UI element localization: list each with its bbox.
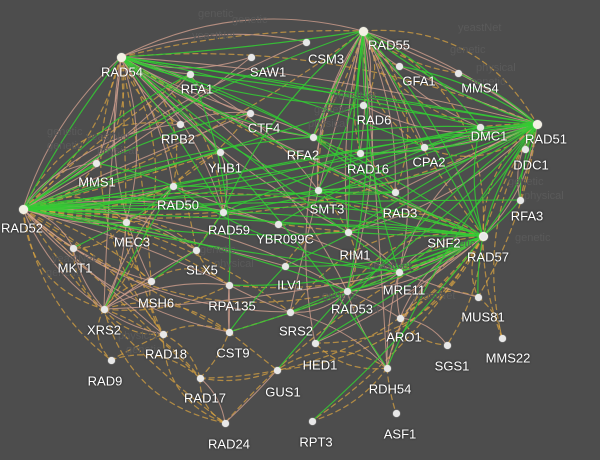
graph-node-yhb1[interactable]	[216, 148, 224, 156]
graph-node-rad52[interactable]	[18, 204, 28, 214]
graph-node-hed1[interactable]	[311, 339, 319, 347]
graph-node-rad50[interactable]	[169, 182, 177, 190]
graph-node-rad57[interactable]	[479, 232, 487, 240]
graph-node-dmc1[interactable]	[476, 123, 484, 131]
graph-node-sgs1[interactable]	[443, 341, 451, 349]
graph-node-mec3[interactable]	[122, 218, 130, 226]
graph-node-ddc1[interactable]	[521, 145, 529, 153]
graph-node-cpa2[interactable]	[420, 143, 428, 151]
graph-node-rpt3[interactable]	[308, 417, 316, 425]
graph-node-rad9[interactable]	[107, 356, 115, 364]
graph-node-aro1[interactable]	[396, 314, 404, 322]
graph-node-gus1[interactable]	[273, 366, 281, 374]
graph-node-rad3[interactable]	[391, 188, 399, 196]
graph-node-ilv1[interactable]	[281, 262, 289, 270]
graph-node-mus81[interactable]	[474, 293, 482, 301]
graph-node-saw1[interactable]	[247, 53, 255, 61]
graph-node-rpa135[interactable]	[225, 281, 233, 289]
graph-node-ctf4[interactable]	[246, 109, 254, 117]
graph-node-rad53[interactable]	[343, 287, 351, 295]
graph-node-slx5[interactable]	[192, 246, 200, 254]
graph-node-rad16[interactable]	[356, 149, 364, 157]
graph-node-mre11[interactable]	[395, 268, 403, 276]
graph-node-rim1[interactable]	[344, 228, 352, 236]
graph-node-rfa1[interactable]	[186, 70, 194, 78]
graph-node-rad18[interactable]	[159, 330, 167, 338]
graph-node-smt3[interactable]	[314, 186, 322, 194]
graph-node-rad24[interactable]	[221, 419, 229, 427]
graph-node-ybr099c[interactable]	[274, 220, 282, 228]
graph-node-mms22[interactable]	[498, 334, 506, 342]
graph-node-cst9[interactable]	[225, 328, 233, 336]
graph-node-rad17[interactable]	[196, 374, 204, 382]
graph-node-rpb2[interactable]	[176, 120, 184, 128]
graph-node-rad6[interactable]	[359, 101, 367, 109]
graph-node-csm3[interactable]	[302, 38, 310, 46]
graph-node-msh6[interactable]	[147, 277, 155, 285]
graph-node-gfa1[interactable]	[395, 62, 403, 70]
graph-node-rfa3[interactable]	[516, 196, 524, 204]
graph-node-mms1[interactable]	[92, 159, 100, 167]
graph-node-mkt1[interactable]	[69, 244, 77, 252]
graph-node-rad54[interactable]	[116, 52, 126, 62]
graph-node-rad59[interactable]	[219, 208, 227, 216]
graph-node-rfa2[interactable]	[309, 133, 317, 141]
graph-node-xrs2[interactable]	[100, 305, 108, 313]
graph-node-asf1[interactable]	[392, 409, 400, 417]
graph-node-srs2[interactable]	[286, 308, 294, 316]
graph-node-rad51[interactable]	[532, 119, 542, 129]
graph-node-rad55[interactable]	[358, 26, 368, 36]
graph-node-mms4[interactable]	[454, 69, 462, 77]
graph-node-rdh54[interactable]	[383, 364, 391, 372]
